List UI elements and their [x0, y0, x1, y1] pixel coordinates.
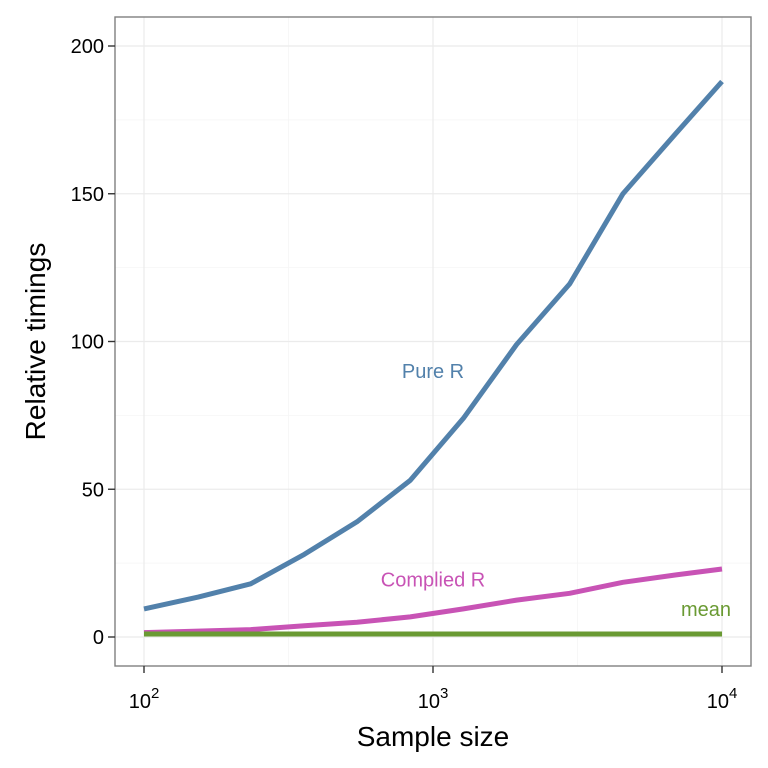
- y-tick-label: 50: [82, 479, 104, 501]
- y-tick-label: 200: [71, 36, 104, 58]
- x-tick-label: 103: [418, 685, 449, 713]
- series-label-complied-r: Complied R: [381, 569, 485, 591]
- series-labels: Pure R Complied R mean: [381, 361, 731, 621]
- series-label-mean: mean: [681, 599, 731, 621]
- x-axis-title: Sample size: [357, 721, 510, 752]
- x-tick-label: 102: [129, 685, 160, 713]
- series-line-pure-r: [143, 79, 724, 612]
- y-tick-label: 100: [71, 332, 104, 354]
- axis-ticks: 0 50 100 150 200 102 103 104: [71, 36, 738, 713]
- series-label-pure-r: Pure R: [402, 361, 464, 383]
- series-lines: [143, 79, 724, 637]
- y-axis-title: Relative timings: [20, 243, 51, 441]
- y-tick-label: 0: [93, 627, 104, 649]
- x-tick-label: 104: [707, 685, 738, 713]
- y-tick-label: 150: [71, 184, 104, 206]
- series-line-complied-r: [143, 566, 723, 636]
- grid: [115, 17, 751, 666]
